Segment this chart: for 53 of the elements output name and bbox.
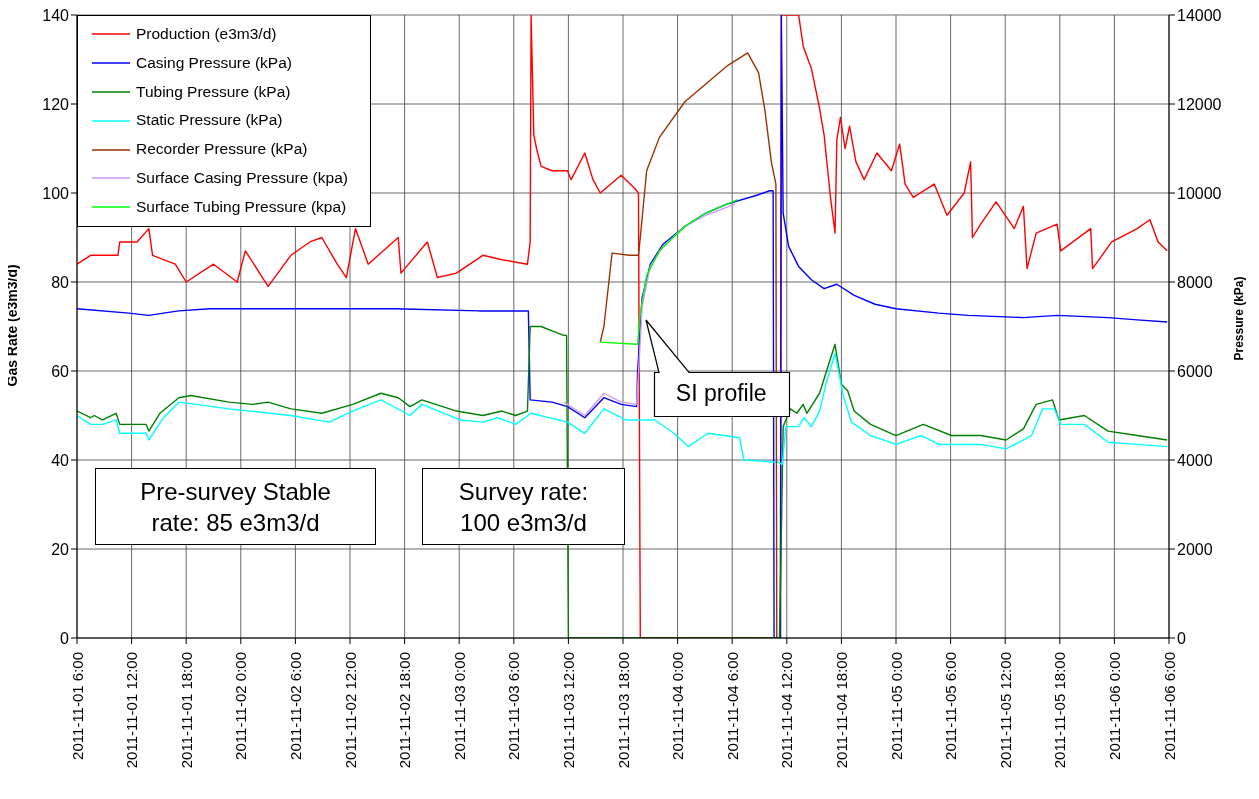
x-tick-label: 2011-11-01 12:00	[123, 652, 141, 769]
y2-tick-label: 6000	[1177, 362, 1213, 380]
x-tick-label: 2011-11-05 18:00	[1051, 652, 1069, 769]
x-tick-label: 2011-11-05 0:00	[887, 652, 905, 760]
annotation: Pre-survey Stable rate: 85 e3m3/d	[139, 476, 332, 538]
y2-tick-label: 2000	[1177, 540, 1213, 558]
x-tick-label: 2011-11-02 6:00	[286, 652, 304, 760]
x-tick-label: 2011-11-05 12:00	[996, 652, 1014, 769]
y2-tick-label: 8000	[1177, 273, 1213, 291]
y2-tick-label: 4000	[1177, 451, 1213, 469]
line-series	[77, 352, 1168, 466]
annotation: SI profile	[675, 379, 767, 409]
y2-axis-title: Pressure (kPa)	[1232, 276, 1247, 361]
line-series	[599, 198, 739, 345]
y2-tick-label: 10000	[1177, 184, 1222, 202]
legend-label: Tubing Pressure (kPa)	[136, 81, 291, 102]
legend-label: Production (e3m3/d)	[136, 24, 277, 44]
legend-label: Recorder Pressure (kPa)	[136, 139, 308, 160]
x-tick-label: 2011-11-04 18:00	[832, 652, 850, 769]
y-tick-label: 20	[51, 540, 70, 558]
x-tick-label: 2011-11-04 0:00	[669, 652, 687, 760]
legend-label: Surface Tubing Pressure (kpa)	[136, 196, 347, 217]
x-tick-label: 2011-11-04 12:00	[778, 652, 796, 769]
x-tick-label: 2011-11-03 18:00	[614, 652, 632, 769]
x-tick-label: 2011-11-06 6:00	[1160, 652, 1178, 760]
x-tick-label: 2011-11-02 0:00	[232, 652, 250, 760]
y2-tick-label: 14000	[1177, 6, 1222, 24]
x-tick-label: 2011-11-01 6:00	[68, 652, 86, 760]
note-box: Pre-survey Stable rate: 85 e3m3/d	[95, 468, 376, 545]
legend-label: Static Pressure (kPa)	[136, 110, 283, 131]
y-tick-label: 120	[42, 95, 70, 113]
x-tick-label: 2011-11-02 12:00	[341, 652, 359, 769]
x-tick-label: 2011-11-04 6:00	[723, 652, 741, 760]
x-tick-label: 2011-11-03 12:00	[559, 652, 577, 769]
legend-label: Surface Casing Pressure (kpa)	[136, 168, 348, 188]
x-tick-label: 2011-11-02 18:00	[396, 652, 414, 769]
y2-tick-label: 12000	[1177, 95, 1222, 113]
y-tick-label: 140	[42, 6, 70, 24]
note-box: Survey rate: 100 e3m3/d	[422, 468, 625, 545]
x-tick-label: 2011-11-03 6:00	[505, 652, 523, 760]
x-tick-label: 2011-11-03 0:00	[450, 652, 468, 760]
y-tick-label: 0	[60, 629, 70, 647]
line-series	[599, 52, 778, 638]
y-tick-label: 60	[51, 362, 70, 380]
x-tick-label: 2011-11-05 6:00	[942, 652, 960, 760]
y-tick-label: 100	[42, 184, 70, 202]
legend-label: Casing Pressure (kPa)	[136, 52, 292, 73]
y-tick-label: 80	[51, 273, 70, 291]
y2-tick-label: 0	[1177, 629, 1186, 647]
x-tick-label: 2011-11-01 18:00	[177, 652, 195, 769]
annotation: Survey rate: 100 e3m3/d	[457, 476, 590, 538]
x-tick-label: 2011-11-06 0:00	[1105, 652, 1123, 760]
y-tick-label: 40	[51, 451, 70, 469]
